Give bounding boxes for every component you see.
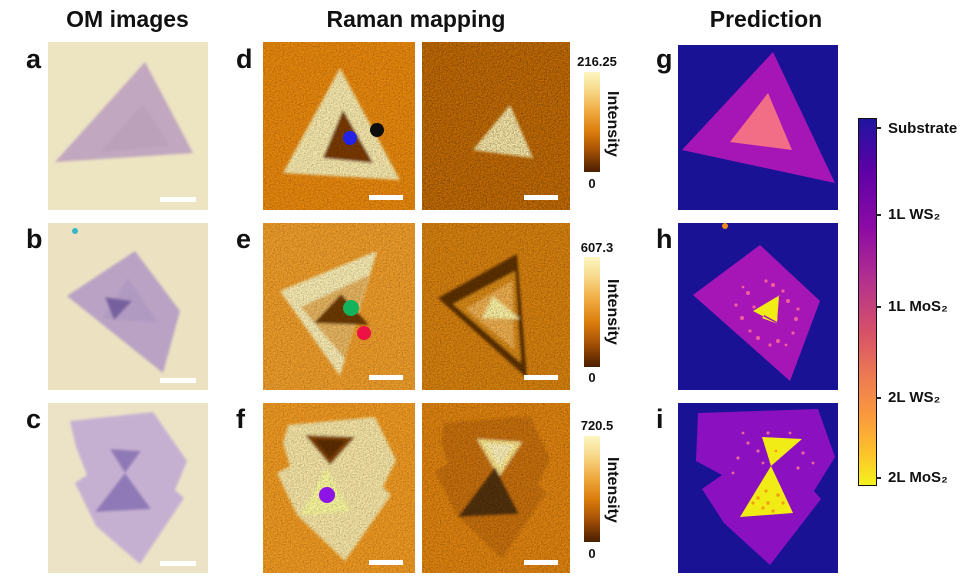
mos2-1l-speckles bbox=[734, 279, 800, 347]
colorbar-tick bbox=[876, 127, 881, 129]
panel-a-om-image bbox=[48, 42, 208, 210]
colorbar-min-value: 0 bbox=[588, 546, 596, 561]
scale-bar bbox=[524, 375, 558, 380]
marker-dot-red bbox=[357, 326, 371, 340]
colorbar-max-value: 607.3 bbox=[580, 240, 614, 255]
colorbar-axis-label: Intensity bbox=[604, 91, 621, 157]
scale-bar bbox=[524, 560, 558, 565]
ws2-1l-region bbox=[693, 245, 820, 381]
scale-bar bbox=[369, 375, 403, 380]
inner-faint-triangle bbox=[100, 104, 170, 152]
noise-overlay bbox=[263, 223, 415, 390]
panel-label-h: h bbox=[656, 224, 673, 254]
column-header-raman: Raman mapping bbox=[326, 6, 506, 32]
mos2-2l-bowtie-top bbox=[762, 437, 802, 466]
scale-bar bbox=[369, 195, 403, 200]
panel-label-a: a bbox=[26, 44, 42, 74]
class-label-2l-mos2: 2L MoS₂ bbox=[888, 469, 948, 486]
noise-overlay bbox=[422, 223, 570, 390]
colorbar-gradient bbox=[584, 72, 600, 172]
panel-g-prediction-map bbox=[678, 45, 838, 210]
mos2-2l-core bbox=[757, 297, 779, 322]
colorbar-tick bbox=[876, 397, 881, 399]
colorbar-gradient bbox=[584, 436, 600, 542]
class-label-substrate: Substrate bbox=[888, 120, 958, 137]
colorbar-tick bbox=[876, 214, 881, 216]
marker-dot-green bbox=[343, 300, 359, 316]
panel-b-om-image bbox=[48, 223, 208, 390]
panel-label-b: b bbox=[26, 224, 43, 254]
ws2-2l-speckles bbox=[751, 449, 785, 513]
panel-f-raman-map-1 bbox=[263, 403, 415, 573]
scale-bar bbox=[160, 561, 196, 566]
panel-i-prediction-map bbox=[678, 403, 838, 573]
scale-bar bbox=[160, 197, 196, 202]
panel-label-f: f bbox=[236, 404, 245, 434]
panel-d-raman-map-2 bbox=[422, 42, 570, 210]
noise-overlay bbox=[422, 42, 570, 210]
stray-particle bbox=[722, 223, 728, 229]
noise-overlay bbox=[422, 403, 570, 573]
scale-bar bbox=[369, 560, 403, 565]
marker-dot-black bbox=[370, 123, 384, 137]
colorbar-axis-label: Intensity bbox=[604, 279, 621, 345]
colorbar-min-value: 0 bbox=[588, 370, 596, 385]
scale-bar bbox=[160, 378, 196, 383]
marker-dot-blue bbox=[343, 131, 357, 145]
column-header-prediction: Prediction bbox=[709, 6, 823, 32]
colorbar-max-value: 216.25 bbox=[577, 54, 617, 69]
class-label-1l-ws2: 1L WS₂ bbox=[888, 206, 941, 223]
column-header-om: OM images bbox=[66, 6, 189, 32]
bilayer-bowtie-top bbox=[110, 449, 141, 473]
colorbar-axis-label: Intensity bbox=[604, 457, 621, 523]
panel-e-raman-map-1 bbox=[263, 223, 415, 390]
colorbar-gradient bbox=[584, 257, 600, 367]
prediction-colorbar-gradient bbox=[858, 118, 877, 486]
colorbar-tick bbox=[876, 306, 881, 308]
colorbar-max-value: 720.5 bbox=[580, 418, 614, 433]
panel-label-i: i bbox=[656, 404, 664, 434]
bilayer-triangle bbox=[105, 297, 132, 320]
panel-d-raman-map-1 bbox=[263, 42, 415, 210]
class-label-2l-ws2: 2L WS₂ bbox=[888, 389, 941, 406]
panel-label-d: d bbox=[236, 44, 253, 74]
panel-label-g: g bbox=[656, 44, 673, 74]
noise-overlay bbox=[263, 42, 415, 210]
panel-h-prediction-map bbox=[678, 223, 838, 390]
marker-dot-purple bbox=[319, 487, 335, 503]
panel-label-e: e bbox=[236, 224, 252, 254]
panel-f-raman-map-2 bbox=[422, 403, 570, 573]
bilayer-bowtie-bottom bbox=[95, 473, 151, 512]
panel-c-om-image bbox=[48, 403, 208, 573]
colorbar-min-value: 0 bbox=[588, 176, 596, 191]
class-label-1l-mos2: 1L MoS₂ bbox=[888, 298, 948, 315]
colorbar-tick bbox=[876, 477, 881, 479]
panel-e-raman-map-2 bbox=[422, 223, 570, 390]
mos2-1l-region bbox=[730, 93, 792, 150]
noise-overlay bbox=[263, 403, 415, 573]
scale-bar bbox=[524, 195, 558, 200]
dust-spot bbox=[72, 228, 78, 234]
panel-label-c: c bbox=[26, 404, 42, 434]
